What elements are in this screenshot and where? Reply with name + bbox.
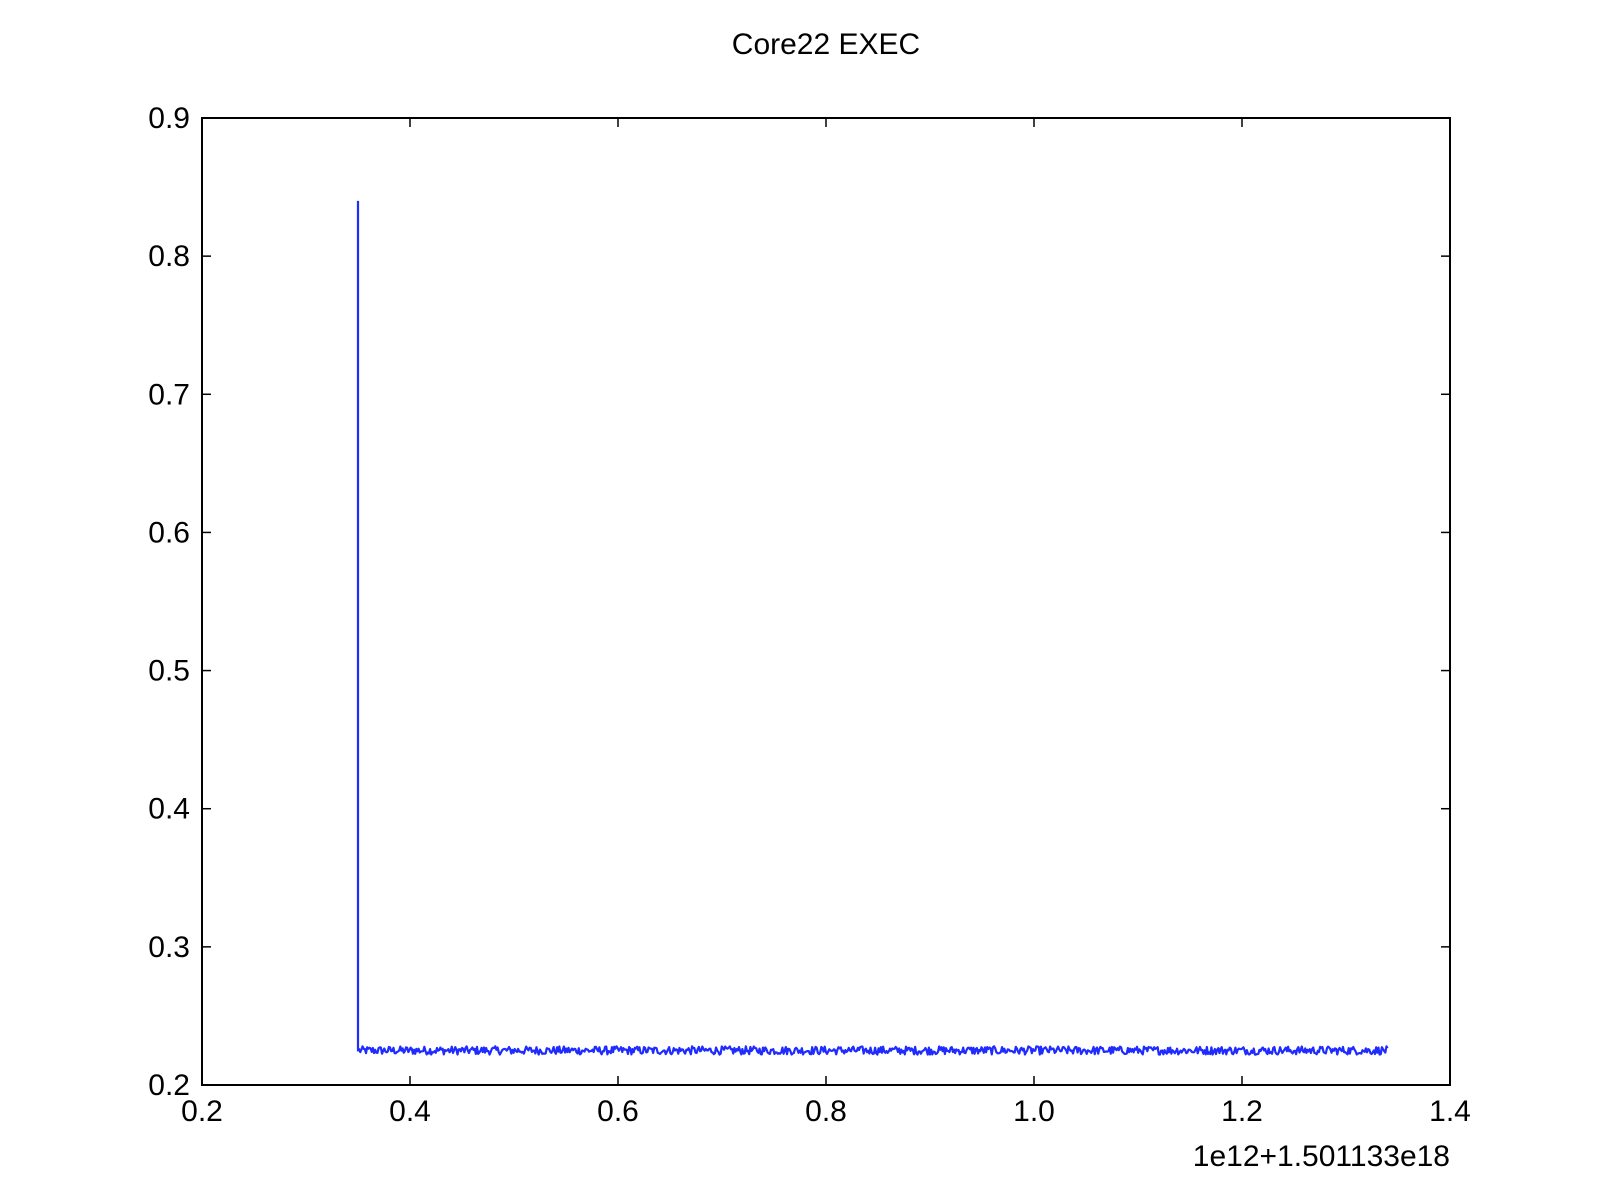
- x-tick-label: 1.2: [1221, 1095, 1263, 1128]
- y-tick-label: 0.7: [148, 378, 190, 411]
- x-tick-label: 0.2: [181, 1095, 223, 1128]
- series-layer: [356, 200, 1389, 1056]
- y-tick-label: 0.5: [148, 655, 190, 688]
- x-tick-label: 0.8: [805, 1095, 847, 1128]
- y-tick-label: 0.6: [148, 516, 190, 549]
- x-tick-label: 0.6: [597, 1095, 639, 1128]
- y-tick-label: 0.4: [148, 793, 190, 826]
- y-tick-label: 0.2: [148, 1069, 190, 1102]
- y-tick-label: 0.9: [148, 102, 190, 135]
- x-tick-label: 1.4: [1429, 1095, 1471, 1128]
- series-line: [356, 200, 1389, 1056]
- x-axis-ticks: 0.2 0.4 0.6 0.8 1.0 1.2 1.4: [181, 118, 1471, 1128]
- plot-frame: [201, 117, 1451, 1086]
- y-tick-label: 0.8: [148, 240, 190, 273]
- y-axis-ticks: 0.2 0.3 0.4 0.5 0.6 0.7 0.8 0.9: [148, 102, 1450, 1102]
- chart-title: Core22 EXEC: [732, 28, 920, 61]
- x-tick-label: 0.4: [389, 1095, 431, 1128]
- x-axis-offset-label: 1e12+1.501133e18: [1193, 1140, 1450, 1173]
- x-tick-label: 1.0: [1013, 1095, 1055, 1128]
- y-tick-label: 0.3: [148, 931, 190, 964]
